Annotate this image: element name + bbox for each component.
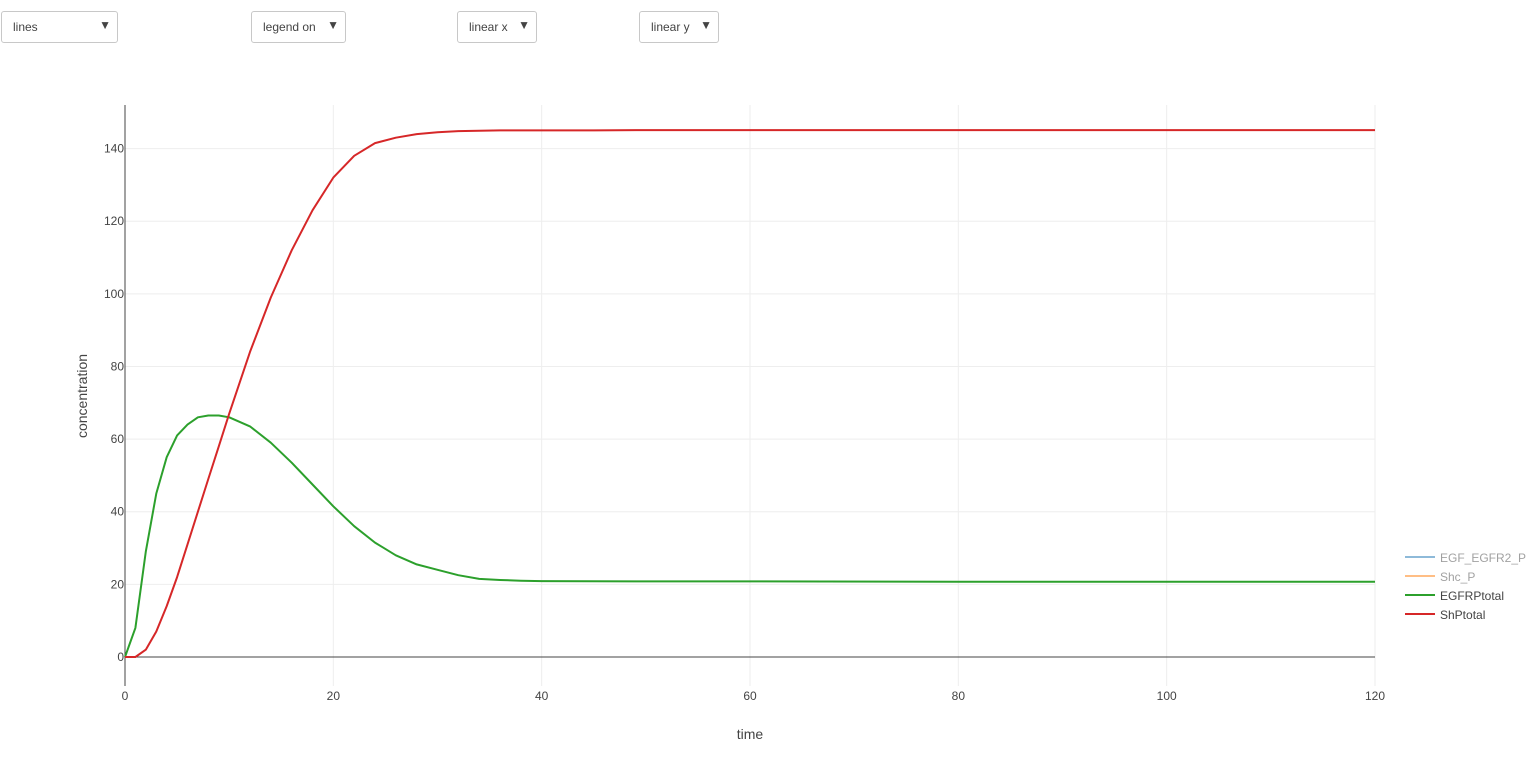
grid-lines	[125, 105, 1376, 686]
y-tick-label: 140	[104, 142, 124, 156]
y-tick-label: 0	[117, 650, 124, 664]
tick-labels: 0 20 40 60 80 100 120 0 20 40 60 80 100 120 140	[104, 142, 1385, 703]
x-tick-label: 100	[1157, 689, 1177, 703]
chevron-down-icon: ▼	[518, 18, 530, 32]
chevron-down-icon: ▼	[700, 18, 712, 32]
x-scale-value: linear x	[469, 20, 508, 34]
y-tick-label: 60	[111, 432, 125, 446]
chevron-down-icon: ▼	[327, 18, 339, 32]
legend-label: EGFRPtotal	[1440, 589, 1504, 603]
plot-mode-dropdown[interactable]: lines ▼	[1, 11, 118, 43]
legend-item[interactable]: EGF_EGFR2_P	[1405, 551, 1526, 565]
x-tick-label: 20	[327, 689, 341, 703]
legend-toggle-dropdown[interactable]: legend on ▼	[251, 11, 346, 43]
y-tick-label: 100	[104, 287, 124, 301]
x-tick-label: 60	[743, 689, 757, 703]
series-line-shptotal	[125, 129, 1375, 658]
x-scale-dropdown[interactable]: linear x ▼	[457, 11, 537, 43]
axes	[124, 105, 1375, 686]
legend-item[interactable]: Shc_P	[1405, 570, 1475, 584]
y-tick-label: 20	[111, 577, 125, 591]
y-tick-label: 80	[111, 359, 125, 373]
y-axis-label: concentration	[74, 354, 90, 438]
y-scale-value: linear y	[651, 20, 690, 34]
legend-label: Shc_P	[1440, 570, 1475, 584]
x-axis-label: time	[737, 726, 764, 742]
legend[interactable]: EGF_EGFR2_P Shc_P EGFRPtotal ShPtotal	[1405, 551, 1526, 622]
series-line-egfrptotal	[124, 414, 1375, 658]
y-tick-label: 40	[111, 505, 125, 519]
y-tick-label: 120	[104, 214, 124, 228]
legend-toggle-value: legend on	[263, 20, 316, 34]
x-tick-label: 80	[952, 689, 966, 703]
y-scale-dropdown[interactable]: linear y ▼	[639, 11, 719, 43]
legend-item[interactable]: EGFRPtotal	[1405, 589, 1504, 603]
x-tick-label: 0	[122, 689, 129, 703]
chevron-down-icon: ▼	[99, 18, 111, 32]
legend-label: ShPtotal	[1440, 608, 1485, 622]
x-tick-label: 120	[1365, 689, 1385, 703]
x-tick-label: 40	[535, 689, 549, 703]
legend-label: EGF_EGFR2_P	[1440, 551, 1526, 565]
legend-item[interactable]: ShPtotal	[1405, 608, 1485, 622]
series-lines	[124, 129, 1375, 658]
plot-mode-value: lines	[13, 20, 38, 34]
